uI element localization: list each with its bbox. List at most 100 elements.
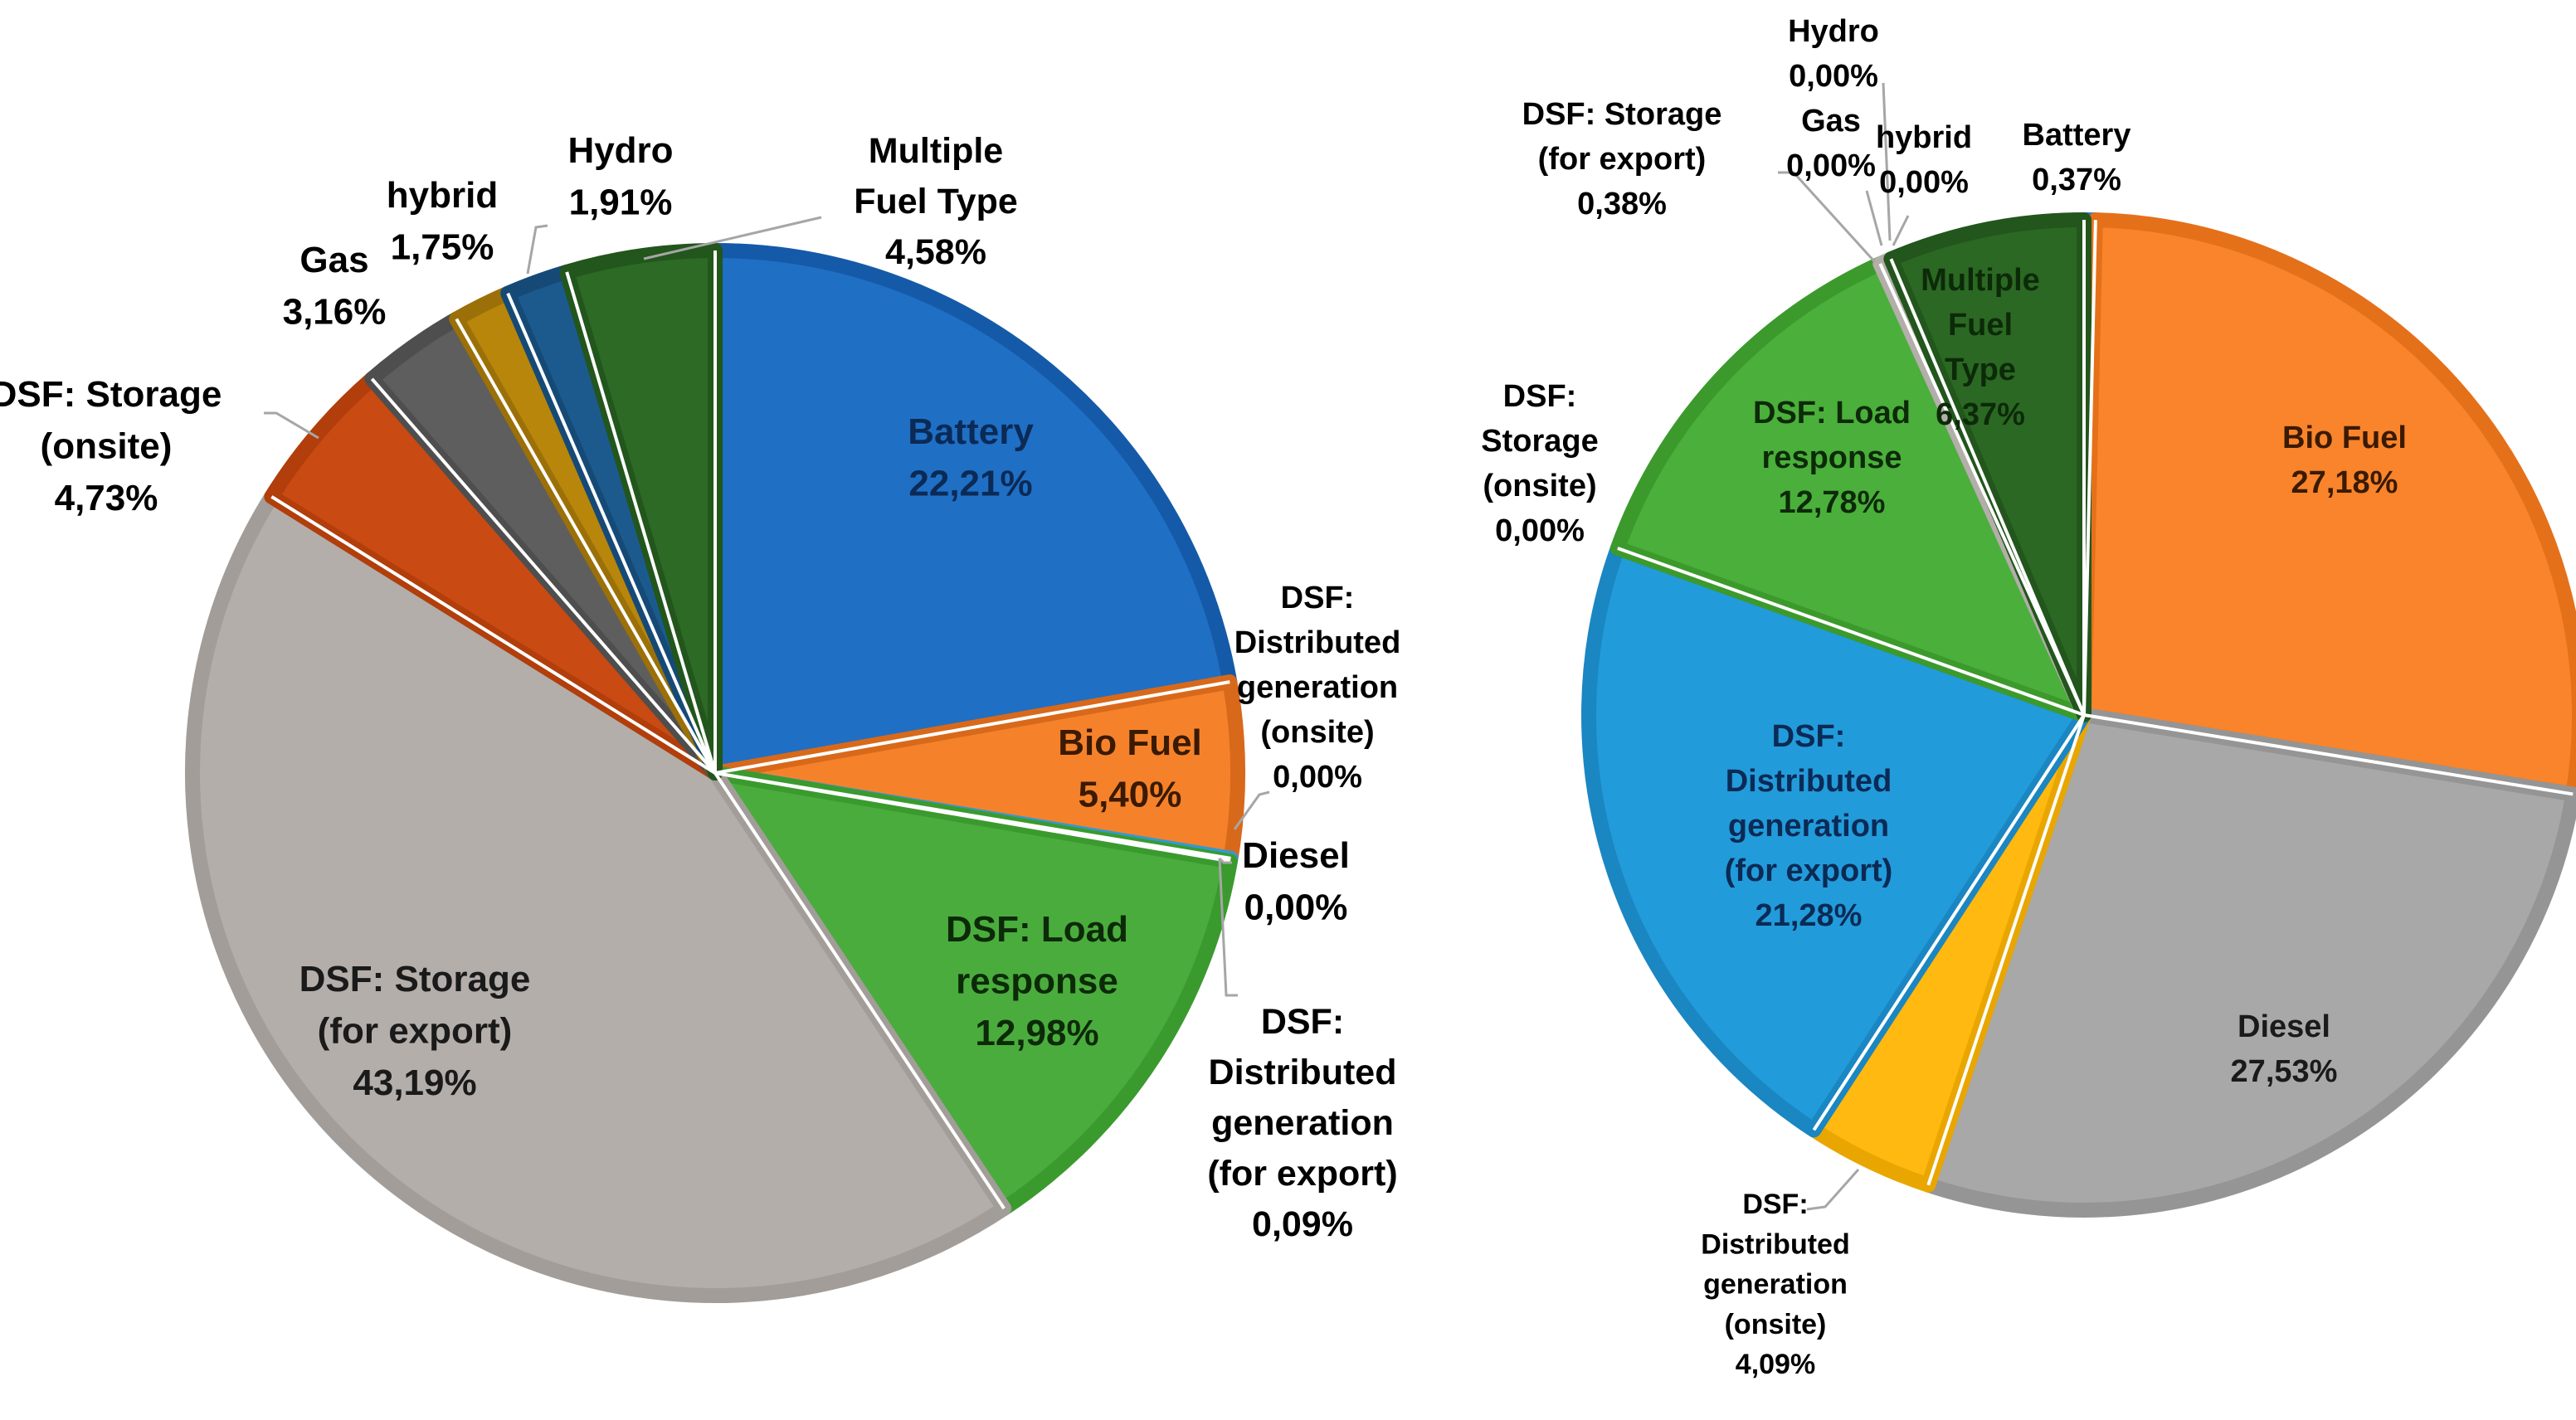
label-line: 1,91% <box>569 182 673 222</box>
pie-chart-left <box>185 243 1245 1303</box>
label-line: (for export) <box>318 1010 513 1051</box>
label-line: Storage <box>1481 424 1598 459</box>
slice-right-dsf-load-response <box>1609 255 2091 722</box>
label-line: hybrid <box>387 175 498 216</box>
label-left-dsf-load-response: DSF: Load response 12,98% <box>946 909 1128 1053</box>
label-line: 0,00% <box>1495 513 1585 548</box>
slice-separator <box>1889 258 2086 716</box>
label-line: DSF: Load <box>946 909 1128 950</box>
label-line: Battery <box>2023 118 2131 153</box>
label-left-multiple-fuel-type: Multiple Fuel Type 4,58% <box>854 131 1018 272</box>
slice-separator <box>455 318 717 774</box>
label-line: 6,37% <box>1936 397 2025 432</box>
slice-right-diesel <box>1921 708 2576 1218</box>
label-left-dsf-storage-for-export: DSF: Storage (for export) 43,19% <box>299 959 531 1103</box>
leader-line-right-hybrid <box>1892 215 1910 246</box>
label-line: Distributed <box>1701 1228 1849 1260</box>
slice-left-bio-fuel <box>708 674 1245 866</box>
label-right-dsf-storage-for-export: DSF: Storage (for export) 0,38% <box>1522 97 1722 221</box>
label-right-hydro: Hydro 0,00% <box>1788 14 1879 94</box>
label-line: 0,37% <box>2032 163 2121 197</box>
label-line: DSF: Storage <box>299 959 531 999</box>
slice-separator <box>565 271 717 774</box>
label-right-hybrid: hybrid 0,00% <box>1876 120 1972 200</box>
label-line: (onsite) <box>1725 1309 1827 1340</box>
label-line: Diesel <box>2238 1009 2330 1044</box>
slice-right-dsf-distributed-generation-for-export <box>1581 540 2091 1138</box>
label-line: (for export) <box>1207 1154 1397 1194</box>
label-right-bio-fuel: Bio Fuel 27,18% <box>2282 421 2407 500</box>
leader-line-right-gas <box>1865 190 1883 246</box>
label-line: Multiple <box>1921 263 2040 298</box>
label-line: Hydro <box>567 130 673 171</box>
label-right-dsf-distributed-generation-onsite: DSF: Distributed generation (onsite) 4,09% <box>1701 1189 1849 1380</box>
label-line: DSF: <box>1261 1002 1344 1042</box>
slice-left-battery <box>708 243 1238 781</box>
label-left-diesel: Diesel 0,00% <box>1242 835 1350 927</box>
label-line: 27,18% <box>2291 465 2398 500</box>
label-line: Distributed <box>1726 764 1892 799</box>
label-line: DSF: <box>1772 719 1846 754</box>
slice-separator <box>1926 714 2086 1186</box>
slice-separator <box>1812 713 2086 1131</box>
label-line: Fuel Type <box>854 182 1018 221</box>
slice-left-dsf-load-response <box>708 766 1238 1217</box>
label-line: 12,98% <box>975 1013 1098 1053</box>
label-line: DSF: <box>1742 1189 1808 1220</box>
label-line: hybrid <box>1876 120 1972 155</box>
slice-separator <box>2082 220 2097 716</box>
leader-line-left-dsf-distributed-generation-for-export <box>1218 858 1238 997</box>
label-line: Fuel <box>1948 308 2013 343</box>
pie-chart-right <box>1581 212 2576 1218</box>
slice-separator <box>713 771 1006 1210</box>
label-line: Distributed <box>1234 625 1401 660</box>
label-line: generation <box>1237 670 1398 705</box>
label-right-dsf-load-response: DSF: Load response 12,78% <box>1753 396 1911 520</box>
label-line: 0,00% <box>1879 165 1969 200</box>
leader-line-right-dsf-storage-for-export <box>1778 171 1877 264</box>
label-line: 0,38% <box>1577 187 1667 221</box>
label-line: (for export) <box>1725 853 1893 888</box>
label-left-gas: Gas 3,16% <box>283 240 387 332</box>
label-line: (onsite) <box>1483 469 1596 503</box>
label-line: Diesel <box>1242 835 1350 876</box>
leader-line-right-dsf-distributed-generation-onsite <box>1806 1169 1860 1211</box>
slice-right-multiple-fuel-type <box>1883 212 2091 722</box>
label-line: DSF: <box>1503 379 1577 414</box>
label-line: Hydro <box>1788 14 1879 49</box>
label-line: Battery <box>908 411 1034 452</box>
label-right-battery: Battery 0,37% <box>2023 118 2131 197</box>
label-line: (for export) <box>1538 142 1707 177</box>
label-line: Gas <box>299 240 368 280</box>
label-line: 21,28% <box>1755 898 1863 933</box>
label-line: 22,21% <box>908 463 1032 503</box>
label-line: generation <box>1703 1269 1848 1301</box>
label-right-dsf-distributed-generation-for-export: DSF: Distributed generation (for export) 21,… <box>1725 719 1893 933</box>
slice-separator <box>714 771 1231 863</box>
label-line: 1,75% <box>391 226 494 267</box>
label-line: 4,73% <box>55 478 158 518</box>
label-line: DSF: Load <box>1753 396 1911 430</box>
label-right-diesel: Diesel 27,53% <box>2231 1009 2338 1089</box>
label-line: Bio Fuel <box>1058 722 1202 763</box>
label-line: response <box>956 960 1118 1001</box>
label-line: DSF: <box>1281 581 1355 615</box>
slice-labels: Battery 22,21% Bio Fuel 5,40% DSF: Distribute… <box>0 14 2407 1380</box>
label-line: response <box>1762 440 1902 475</box>
label-left-bio-fuel: Bio Fuel 5,40% <box>1058 722 1202 815</box>
slice-right-bio-fuel <box>2077 212 2576 802</box>
label-line: 4,09% <box>1736 1349 1815 1380</box>
slice-separator <box>2083 713 2574 796</box>
label-line: 0,00% <box>1273 760 1362 795</box>
label-line: 3,16% <box>283 291 387 332</box>
label-left-dsf-distributed-generation-onsite: DSF: Distributed generation (onsite) 0,00% <box>1234 581 1401 795</box>
label-line: Bio Fuel <box>2282 421 2407 455</box>
label-line: 0,09% <box>1252 1204 1353 1244</box>
label-line: 27,53% <box>2231 1054 2338 1089</box>
label-line: generation <box>1211 1103 1394 1143</box>
label-line: Type <box>1945 353 2016 387</box>
slice-left-dsf-storage-for-export <box>185 489 1012 1303</box>
label-line: DSF: Storage <box>0 374 222 415</box>
